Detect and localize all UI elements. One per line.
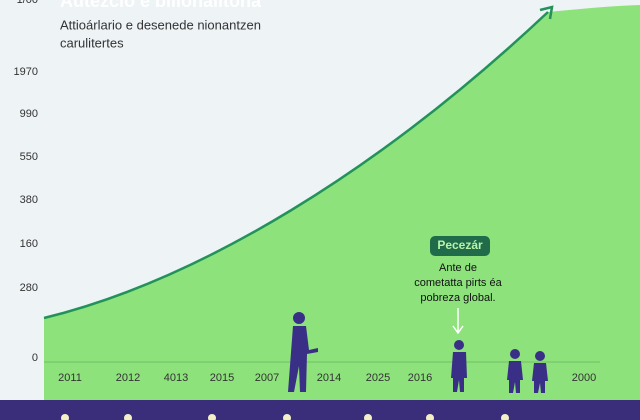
annotation-text: Ante de xyxy=(439,262,477,274)
trend-line xyxy=(43,11,549,320)
y-label: 380 xyxy=(20,194,38,206)
timeline-dots xyxy=(61,414,509,420)
x-label: 2015 xyxy=(210,372,234,384)
subtitle: Attioárlario e desenede nionantzen xyxy=(60,17,261,32)
x-label: 2012 xyxy=(116,372,140,384)
tag-bg xyxy=(430,236,490,256)
subtitle: carulitertes xyxy=(60,35,124,50)
x-label: 2025 xyxy=(366,372,390,384)
x-label: 2007 xyxy=(255,372,279,384)
annotation-tag: Pecezár xyxy=(437,238,483,252)
annotation-text: cometatta pirts éa xyxy=(414,277,502,289)
annotation-text: pobreza global. xyxy=(420,292,495,304)
x-label: 2016 xyxy=(408,372,432,384)
y-label: 160 xyxy=(20,238,38,250)
people xyxy=(288,312,548,393)
y-label: 280 xyxy=(20,282,38,294)
annotation-arrow xyxy=(452,308,464,335)
y-label: 1970 xyxy=(14,66,38,78)
x-label: 2000 xyxy=(572,372,596,384)
y-labels: 1/00 1970 990 550 380 160 280 0 xyxy=(14,0,38,364)
y-label: 990 xyxy=(20,108,38,120)
y-label: 0 xyxy=(32,352,38,364)
y-label: 550 xyxy=(20,151,38,163)
x-label: 4013 xyxy=(164,372,188,384)
area-fill xyxy=(44,5,640,400)
x-label: 2014 xyxy=(317,372,341,384)
arrow-head xyxy=(539,5,554,20)
x-labels: 2011 2012 4013 2015 2007 2014 2025 2016 2000 xyxy=(58,372,596,384)
x-label: 2011 xyxy=(58,372,82,384)
y-label: 1/00 xyxy=(17,0,38,6)
bottom-band xyxy=(0,400,640,420)
title: Autezcio e bilionalitona xyxy=(60,0,262,11)
